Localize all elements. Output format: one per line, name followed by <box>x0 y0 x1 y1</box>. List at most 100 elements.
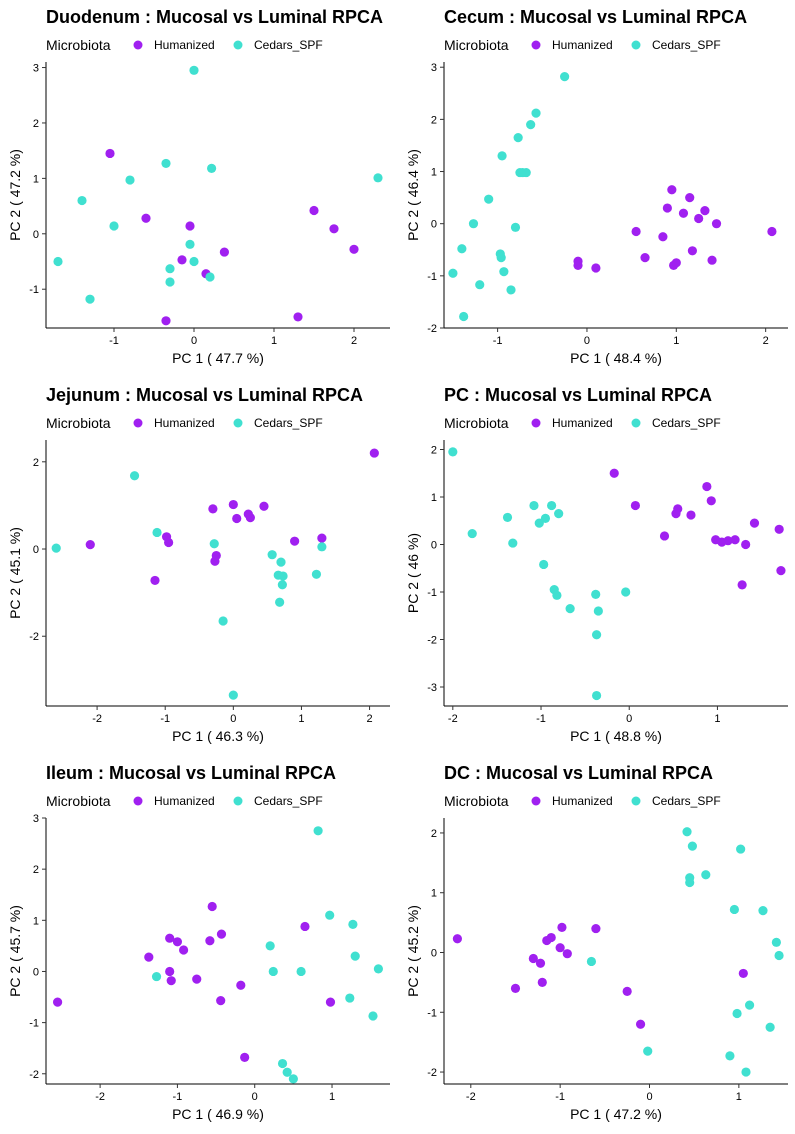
y-axis-title: PC 2 ( 46 %) <box>405 533 421 613</box>
data-point-humanized <box>767 226 777 237</box>
data-point-humanized <box>165 966 175 977</box>
y-tick-label: 1 <box>431 888 437 900</box>
data-point-cedars-spf <box>457 244 467 254</box>
data-point-humanized <box>232 513 242 524</box>
data-point-humanized <box>658 232 668 242</box>
data-point-humanized <box>141 213 151 223</box>
data-point-humanized <box>300 921 310 932</box>
legend-key-cedars-spf <box>233 40 243 50</box>
data-point-humanized <box>216 929 227 939</box>
chart-panel-4: PC : Mucosal vs Luminal RPCA Microbiota Hu… <box>405 385 788 744</box>
data-point-cedars-spf <box>758 906 768 916</box>
data-point-humanized <box>776 566 786 576</box>
data-point-humanized <box>562 949 572 959</box>
x-tick-label: 1 <box>673 335 679 347</box>
data-point-cedars-spf <box>497 151 507 161</box>
data-point-humanized <box>687 246 697 256</box>
x-tick-label: 0 <box>626 713 632 725</box>
data-point-cedars-spf <box>591 589 601 599</box>
data-point-cedars-spf <box>529 500 539 511</box>
data-point-humanized <box>685 193 695 203</box>
legend-title: Microbiota <box>444 37 509 53</box>
data-point-humanized <box>555 943 565 953</box>
data-point-cedars-spf <box>539 559 549 570</box>
legend-title: Microbiota <box>46 415 111 431</box>
data-point-humanized <box>172 937 183 947</box>
y-tick-label: 0 <box>33 229 39 241</box>
data-point-humanized <box>245 513 255 523</box>
data-point-cedars-spf <box>325 910 335 920</box>
y-axis-title: PC 2 ( 46.4 %) <box>405 149 421 241</box>
data-point-cedars-spf <box>53 256 63 267</box>
data-point-humanized <box>671 258 681 268</box>
data-point-cedars-spf <box>165 264 175 274</box>
x-tick-label: -1 <box>109 335 119 347</box>
legend-label-cedars-spf: Cedars_SPF <box>254 416 323 430</box>
data-point-cedars-spf <box>547 500 557 511</box>
legend-key-cedars-spf <box>233 796 243 806</box>
x-axis-title: PC 1 ( 47.7 %) <box>172 350 264 366</box>
data-point-cedars-spf <box>510 222 521 232</box>
legend-key-cedars-spf <box>631 796 641 806</box>
chart-panel-6: DC : Mucosal vs Luminal RPCA Microbiota Hu… <box>405 763 788 1122</box>
y-tick-label: -1 <box>29 284 39 296</box>
chart-panel-5: Ileum : Mucosal vs Luminal RPCA Microbiot… <box>7 763 390 1122</box>
legend-key-humanized <box>133 418 143 428</box>
data-point-humanized <box>557 922 567 932</box>
y-tick-label: -2 <box>427 635 437 647</box>
x-tick-label: 0 <box>646 1091 652 1103</box>
chart-title: Duodenum : Mucosal vs Luminal RPCA <box>46 7 383 27</box>
x-axis-title: PC 1 ( 48.8 %) <box>570 728 662 744</box>
y-tick-label: 3 <box>33 813 39 825</box>
data-point-humanized <box>150 575 160 586</box>
data-point-cedars-spf <box>484 194 494 204</box>
data-point-cedars-spf <box>531 108 541 118</box>
data-point-cedars-spf <box>282 1067 292 1077</box>
data-point-humanized <box>52 997 63 1007</box>
data-point-cedars-spf <box>591 690 602 701</box>
data-point-cedars-spf <box>189 65 199 75</box>
data-point-cedars-spf <box>475 280 485 290</box>
x-tick-label: 2 <box>351 335 357 347</box>
data-point-humanized <box>573 260 583 271</box>
legend-label-humanized: Humanized <box>552 38 613 52</box>
y-tick-label: -2 <box>29 1069 39 1081</box>
data-point-cedars-spf <box>506 285 516 295</box>
y-tick-label: 2 <box>33 457 39 469</box>
y-axis-title: PC 2 ( 45.1 %) <box>7 527 23 619</box>
data-point-humanized <box>329 224 339 234</box>
data-point-cedars-spf <box>313 826 323 836</box>
data-point-humanized <box>309 205 319 216</box>
data-point-humanized <box>711 219 722 229</box>
data-point-humanized <box>259 501 269 511</box>
data-point-humanized <box>185 221 195 231</box>
data-point-humanized <box>161 316 171 326</box>
x-axis-title: PC 1 ( 48.4 %) <box>570 350 662 366</box>
data-point-cedars-spf <box>725 1051 735 1061</box>
data-point-cedars-spf <box>218 616 228 626</box>
data-point-humanized <box>290 536 300 546</box>
data-point-humanized <box>179 945 189 955</box>
data-point-cedars-spf <box>189 256 199 267</box>
data-point-cedars-spf <box>209 539 219 549</box>
data-point-cedars-spf <box>448 447 458 457</box>
x-tick-label: -1 <box>555 1091 565 1103</box>
legend-title: Microbiota <box>444 415 509 431</box>
data-point-humanized <box>667 185 677 195</box>
y-tick-label: 2 <box>33 864 39 876</box>
data-point-humanized <box>537 977 547 987</box>
data-point-cedars-spf <box>736 844 746 854</box>
data-point-humanized <box>622 986 632 996</box>
data-point-cedars-spf <box>540 513 551 523</box>
legend-key-humanized <box>133 796 143 806</box>
x-tick-label: -2 <box>448 713 458 725</box>
data-point-humanized <box>737 580 747 590</box>
y-tick-label: 1 <box>431 492 437 504</box>
data-point-cedars-spf <box>161 158 171 169</box>
data-point-cedars-spf <box>508 538 518 548</box>
data-point-humanized <box>325 997 336 1007</box>
data-point-cedars-spf <box>521 167 531 178</box>
x-tick-label: -1 <box>160 713 170 725</box>
data-point-cedars-spf <box>513 133 523 143</box>
data-point-cedars-spf <box>277 580 287 590</box>
